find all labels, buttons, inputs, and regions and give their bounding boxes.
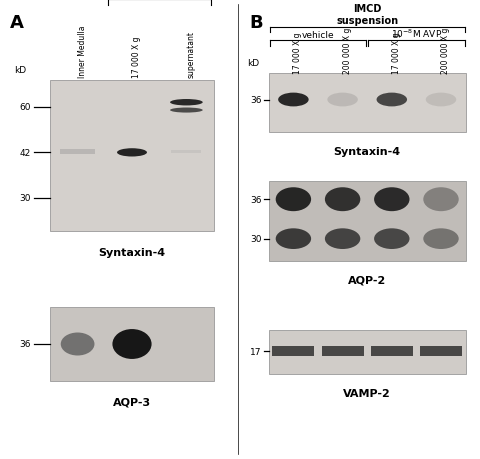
Text: 36: 36 (20, 340, 31, 349)
Bar (50, 308, 214, 381)
Text: $10^{-8}$M AVP: $10^{-8}$M AVP (391, 27, 442, 39)
Ellipse shape (374, 229, 409, 249)
Text: A: A (10, 14, 24, 32)
Ellipse shape (325, 229, 360, 249)
Text: 36: 36 (250, 96, 262, 105)
Text: 36: 36 (250, 195, 262, 204)
Ellipse shape (278, 94, 309, 107)
Ellipse shape (376, 94, 407, 107)
Text: VAMP-2: VAMP-2 (343, 388, 391, 398)
Text: 17: 17 (250, 347, 262, 356)
Text: 42: 42 (20, 149, 31, 157)
Text: kD: kD (247, 59, 259, 68)
Ellipse shape (61, 333, 95, 356)
Ellipse shape (170, 108, 203, 113)
Bar (273, 347, 314, 357)
Text: 30: 30 (20, 194, 31, 203)
Text: 17 000 X g: 17 000 X g (132, 37, 141, 78)
Bar (269, 73, 466, 133)
Text: B: B (250, 14, 263, 32)
Ellipse shape (276, 229, 311, 249)
Bar (371, 347, 413, 357)
Bar (269, 181, 466, 262)
Bar (60, 150, 95, 154)
Ellipse shape (117, 149, 147, 157)
Text: 200 000 X g: 200 000 X g (343, 27, 351, 73)
Text: 17 000 X g: 17 000 X g (392, 32, 401, 73)
Text: vehicle: vehicle (302, 30, 334, 39)
Bar (171, 151, 202, 154)
Ellipse shape (170, 100, 203, 106)
Text: AQP-2: AQP-2 (348, 275, 386, 285)
Ellipse shape (327, 94, 358, 107)
Bar (269, 330, 466, 374)
Text: Syntaxin-4: Syntaxin-4 (334, 147, 401, 157)
Ellipse shape (112, 330, 152, 359)
Ellipse shape (423, 229, 459, 249)
Bar (322, 347, 363, 357)
Text: IMCD
suspension: IMCD suspension (336, 4, 398, 26)
Text: Inner Medulla: Inner Medulla (78, 26, 86, 78)
Ellipse shape (276, 188, 311, 212)
Bar (420, 347, 462, 357)
Ellipse shape (426, 94, 456, 107)
Text: 30: 30 (250, 235, 262, 244)
Text: kD: kD (14, 66, 26, 75)
Ellipse shape (325, 188, 360, 212)
Bar (50, 80, 214, 232)
Ellipse shape (374, 188, 409, 212)
Ellipse shape (423, 188, 459, 212)
Text: Syntaxin-4: Syntaxin-4 (98, 248, 166, 258)
Text: 60: 60 (20, 103, 31, 112)
Text: supernatant: supernatant (186, 31, 195, 78)
Text: 200 000 X g: 200 000 X g (441, 27, 450, 73)
Text: 17 000 X g: 17 000 X g (293, 32, 302, 73)
Text: AQP-3: AQP-3 (113, 397, 151, 407)
